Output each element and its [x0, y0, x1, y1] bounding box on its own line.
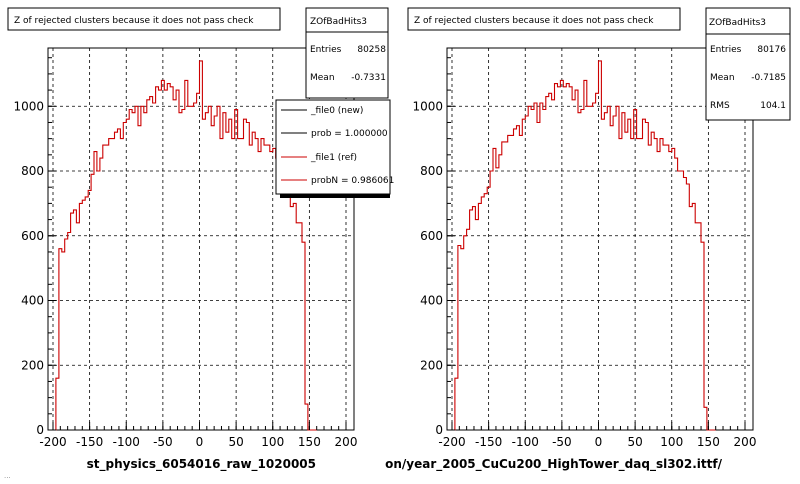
y-tick-label: 400 [420, 294, 443, 308]
y-tick-label: 0 [36, 423, 44, 437]
x-tick-label: 100 [660, 435, 683, 449]
stats-mean-value: -0.7185 [751, 73, 786, 83]
y-tick-label: 600 [21, 229, 44, 243]
x-tick-label: 0 [595, 435, 603, 449]
plot-frame [446, 47, 754, 431]
x-tick-label: -150 [76, 435, 103, 449]
x-tick-label: 200 [335, 435, 358, 449]
x-tick-label: -200 [39, 435, 66, 449]
y-tick-label: 200 [420, 358, 443, 372]
x-tick-label: 150 [697, 435, 720, 449]
histogram-pad-left: -200 -150 -100 -50 0 50 100 150 200 0 200 400 600 80… [7, 7, 394, 472]
x-axis-ticks: -200 -150 -100 -50 0 50 100 150 200 [438, 422, 756, 449]
stats-entries-value: 80176 [757, 45, 786, 55]
legend-label-1: prob = 1.000000 [311, 129, 388, 139]
y-tick-label: 800 [21, 164, 44, 178]
y-tick-label: 800 [420, 164, 443, 178]
stats-name: ZOfBadHits3 [709, 18, 766, 28]
stats-mean-value: -0.7331 [351, 73, 386, 83]
chart-title: Z of rejected clusters because it does n… [14, 16, 254, 26]
y-tick-label: 0 [435, 423, 443, 437]
histogram-series [53, 60, 317, 431]
y-axis-ticks: 0 200 400 600 800 1000 [412, 57, 455, 437]
x-axis-ticks: -200 -150 -100 -50 0 50 100 150 200 [39, 422, 357, 449]
x-tick-label: -50 [153, 435, 173, 449]
x-tick-label: -100 [512, 435, 539, 449]
x-tick-label: -200 [438, 435, 465, 449]
title-box: Z of rejected clusters because it does n… [407, 7, 681, 31]
title-box: Z of rejected clusters because it does n… [7, 7, 281, 31]
x-axis-label: st_physics_6054016_raw_1020005 [87, 457, 316, 472]
stats-entries-value: 80258 [357, 45, 386, 55]
x-tick-label: 150 [298, 435, 321, 449]
x-tick-label: -150 [475, 435, 502, 449]
x-axis-label: on/year_2005_CuCu200_HighTower_daq_sl302… [385, 457, 723, 472]
x-tick-label: 200 [734, 435, 757, 449]
legend-label-3: probN = 0.986061 [311, 176, 394, 186]
chart-title: Z of rejected clusters because it does n… [414, 16, 654, 26]
x-tick-label: 50 [627, 435, 642, 449]
stats-box: ZOfBadHits3 Entries 80258 Mean -0.7331 [305, 7, 389, 99]
stats-rms-label: RMS [710, 101, 730, 111]
stats-rms-value: 104.1 [760, 101, 786, 111]
legend-label-0: _file0 (new) [310, 106, 363, 116]
stats-entries-label: Entries [310, 45, 342, 55]
y-axis-ticks: 0 200 400 600 800 1000 [13, 57, 56, 437]
y-tick-label: 1000 [412, 99, 443, 113]
legend-label-2: _file1 (ref) [310, 153, 357, 163]
y-tick-label: 600 [420, 229, 443, 243]
x-tick-label: -100 [113, 435, 140, 449]
stats-entries-label: Entries [710, 45, 742, 55]
y-tick-label: 200 [21, 358, 44, 372]
histogram-pad-right: -200 -150 -100 -50 0 50 100 150 200 0 200 400 600 80… [385, 7, 791, 472]
legend-box: _file0 (new) prob = 1.000000 _file1 (ref… [275, 99, 394, 198]
histogram-series [452, 60, 716, 431]
footer-fragment: ... [4, 472, 11, 480]
grid-lines [447, 48, 753, 430]
stats-mean-label: Mean [310, 73, 335, 83]
stats-box: ZOfBadHits3 Entries 80176 Mean -0.7185 R… [705, 7, 791, 121]
histogram-line [53, 60, 317, 431]
x-tick-label: 0 [196, 435, 204, 449]
stats-mean-label: Mean [710, 73, 735, 83]
y-tick-label: 400 [21, 294, 44, 308]
stats-name: ZOfBadHits3 [310, 17, 367, 27]
x-tick-label: 100 [261, 435, 284, 449]
x-tick-label: 50 [228, 435, 243, 449]
y-tick-label: 1000 [13, 99, 44, 113]
histogram-line [452, 60, 716, 431]
x-tick-label: -50 [552, 435, 572, 449]
